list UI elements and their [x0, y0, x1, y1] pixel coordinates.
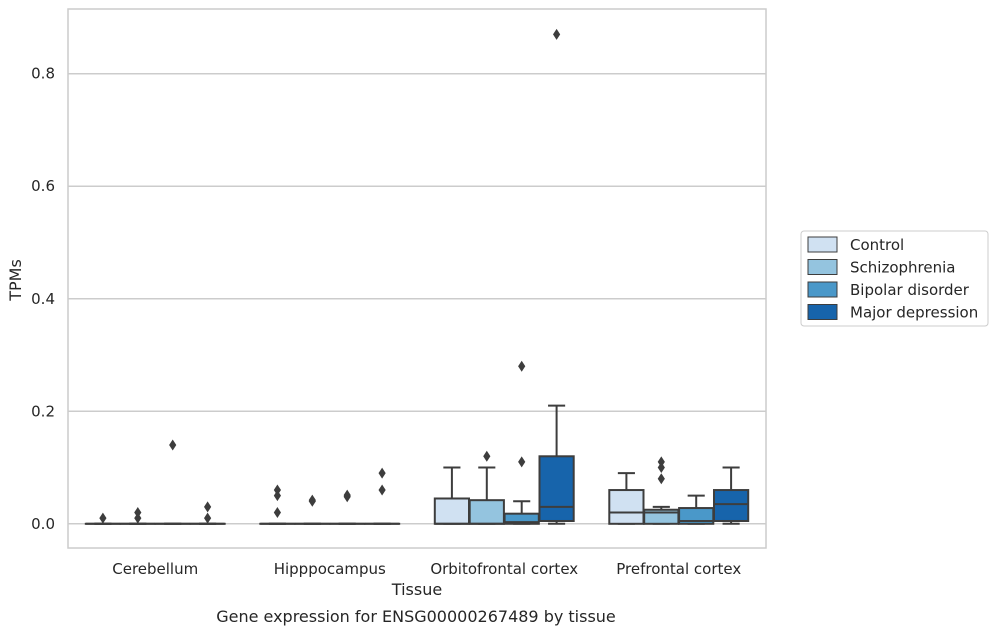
box-bipolar-disorder	[329, 489, 366, 525]
y-axis-ticks: 0.0 0.2 0.4 0.6 0.8	[31, 65, 55, 533]
outlier-point	[99, 512, 107, 524]
box-schizophrenia	[119, 507, 156, 525]
legend-swatch	[807, 259, 838, 275]
box-iqr	[712, 489, 750, 522]
outlier-point	[204, 512, 212, 524]
gridlines	[68, 72, 766, 525]
x-axis-ticks: Cerebellum Hipppocampus Orbitofrontal cort…	[112, 560, 741, 578]
box-bipolar-disorder	[678, 494, 715, 525]
outlier-point	[308, 494, 316, 506]
outlier-point	[657, 456, 665, 468]
x-tick-label: Prefrontal cortex	[616, 560, 741, 578]
outlier-point	[169, 439, 177, 451]
box-iqr	[433, 497, 471, 525]
box-control	[608, 472, 645, 525]
x-tick-label: Hipppocampus	[274, 560, 386, 578]
legend-label: Bipolar disorder	[850, 281, 970, 299]
legend-swatch	[807, 236, 838, 253]
outlier-point	[134, 507, 142, 519]
box-major-depression	[712, 466, 750, 525]
outlier-point	[204, 501, 212, 513]
outlier-point	[343, 489, 351, 501]
y-tick-label: 0.0	[31, 515, 55, 533]
outlier-point	[273, 484, 281, 496]
outlier-point	[518, 456, 526, 468]
outlier-point	[553, 28, 561, 40]
box-major-depression	[363, 467, 401, 525]
x-axis-label: Tissue	[391, 580, 442, 599]
box-bipolar-disorder	[154, 439, 191, 525]
box-schizophrenia	[643, 456, 680, 525]
box-major-depression	[189, 501, 226, 525]
box-bipolar-disorder	[503, 360, 540, 525]
legend-label: Schizophrenia	[850, 259, 955, 277]
outlier-point	[483, 450, 491, 462]
legend-label: Major depression	[850, 304, 978, 322]
box-iqr	[468, 499, 505, 525]
outlier-point	[378, 467, 386, 479]
outlier-point	[134, 512, 142, 524]
box-schizophrenia	[468, 450, 505, 525]
legend-frame	[800, 230, 989, 327]
plot-frame	[67, 8, 767, 549]
legend-label: Control	[850, 236, 904, 254]
outlier-point	[657, 462, 665, 474]
outlier-point	[518, 360, 526, 372]
outlier-point	[378, 484, 386, 496]
y-tick-label: 0.4	[31, 290, 55, 308]
outlier-point	[657, 473, 665, 485]
y-tick-label: 0.8	[31, 65, 55, 83]
outlier-point	[273, 490, 281, 502]
box-schizophrenia	[294, 494, 331, 525]
legend: Control Schizophrenia Bipolar disorder Majo…	[800, 230, 989, 327]
x-tick-label: Orbitofrontal cortex	[430, 560, 578, 578]
box-control	[259, 484, 296, 525]
legend-swatch	[807, 304, 838, 320]
chart-caption: Gene expression for ENSG00000267489 by t…	[216, 607, 616, 626]
legend-swatch	[807, 281, 838, 298]
y-tick-label: 0.2	[31, 402, 55, 420]
y-axis-label: TPMs	[6, 259, 25, 302]
box-major-depression	[538, 28, 575, 525]
y-tick-label: 0.6	[31, 177, 55, 195]
box-control	[433, 466, 471, 525]
x-tick-label: Cerebellum	[112, 560, 198, 578]
box-control	[84, 512, 122, 525]
box-iqr	[538, 455, 575, 522]
outlier-point	[273, 507, 281, 519]
box-iqr	[608, 489, 645, 525]
box-series	[84, 28, 750, 525]
